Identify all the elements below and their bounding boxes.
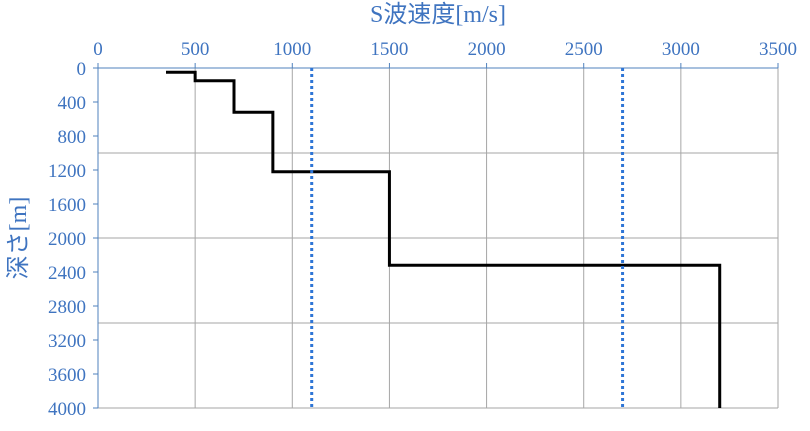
x-tick-label: 3000 [662,39,700,60]
y-tick-label: 0 [77,59,87,80]
y-tick-label: 1200 [48,161,86,182]
y-tick-label: 2000 [48,229,86,250]
x-tick-label: 0 [93,39,103,60]
x-tick-label: 1500 [370,39,408,60]
x-tick-label: 2000 [468,39,506,60]
y-tick-label: 1600 [48,195,86,216]
x-tick-label: 1000 [273,39,311,60]
velocity-profile [166,70,722,408]
y-tick-label: 2400 [48,263,86,284]
x-axis-title: S波速度[m/s] [370,1,506,28]
y-tick-label: 2800 [48,297,86,318]
y-tick-label: 4000 [48,399,86,420]
x-tick-label: 3500 [759,39,797,60]
x-tick-label: 2500 [565,39,603,60]
y-tick-label: 400 [58,93,87,114]
y-tick-label: 3200 [48,331,86,352]
y-tick-label: 3600 [48,365,86,386]
y-tick-label: 800 [58,127,87,148]
y-axis-title: 深さ[m] [5,197,32,280]
x-tick-label: 500 [181,39,210,60]
